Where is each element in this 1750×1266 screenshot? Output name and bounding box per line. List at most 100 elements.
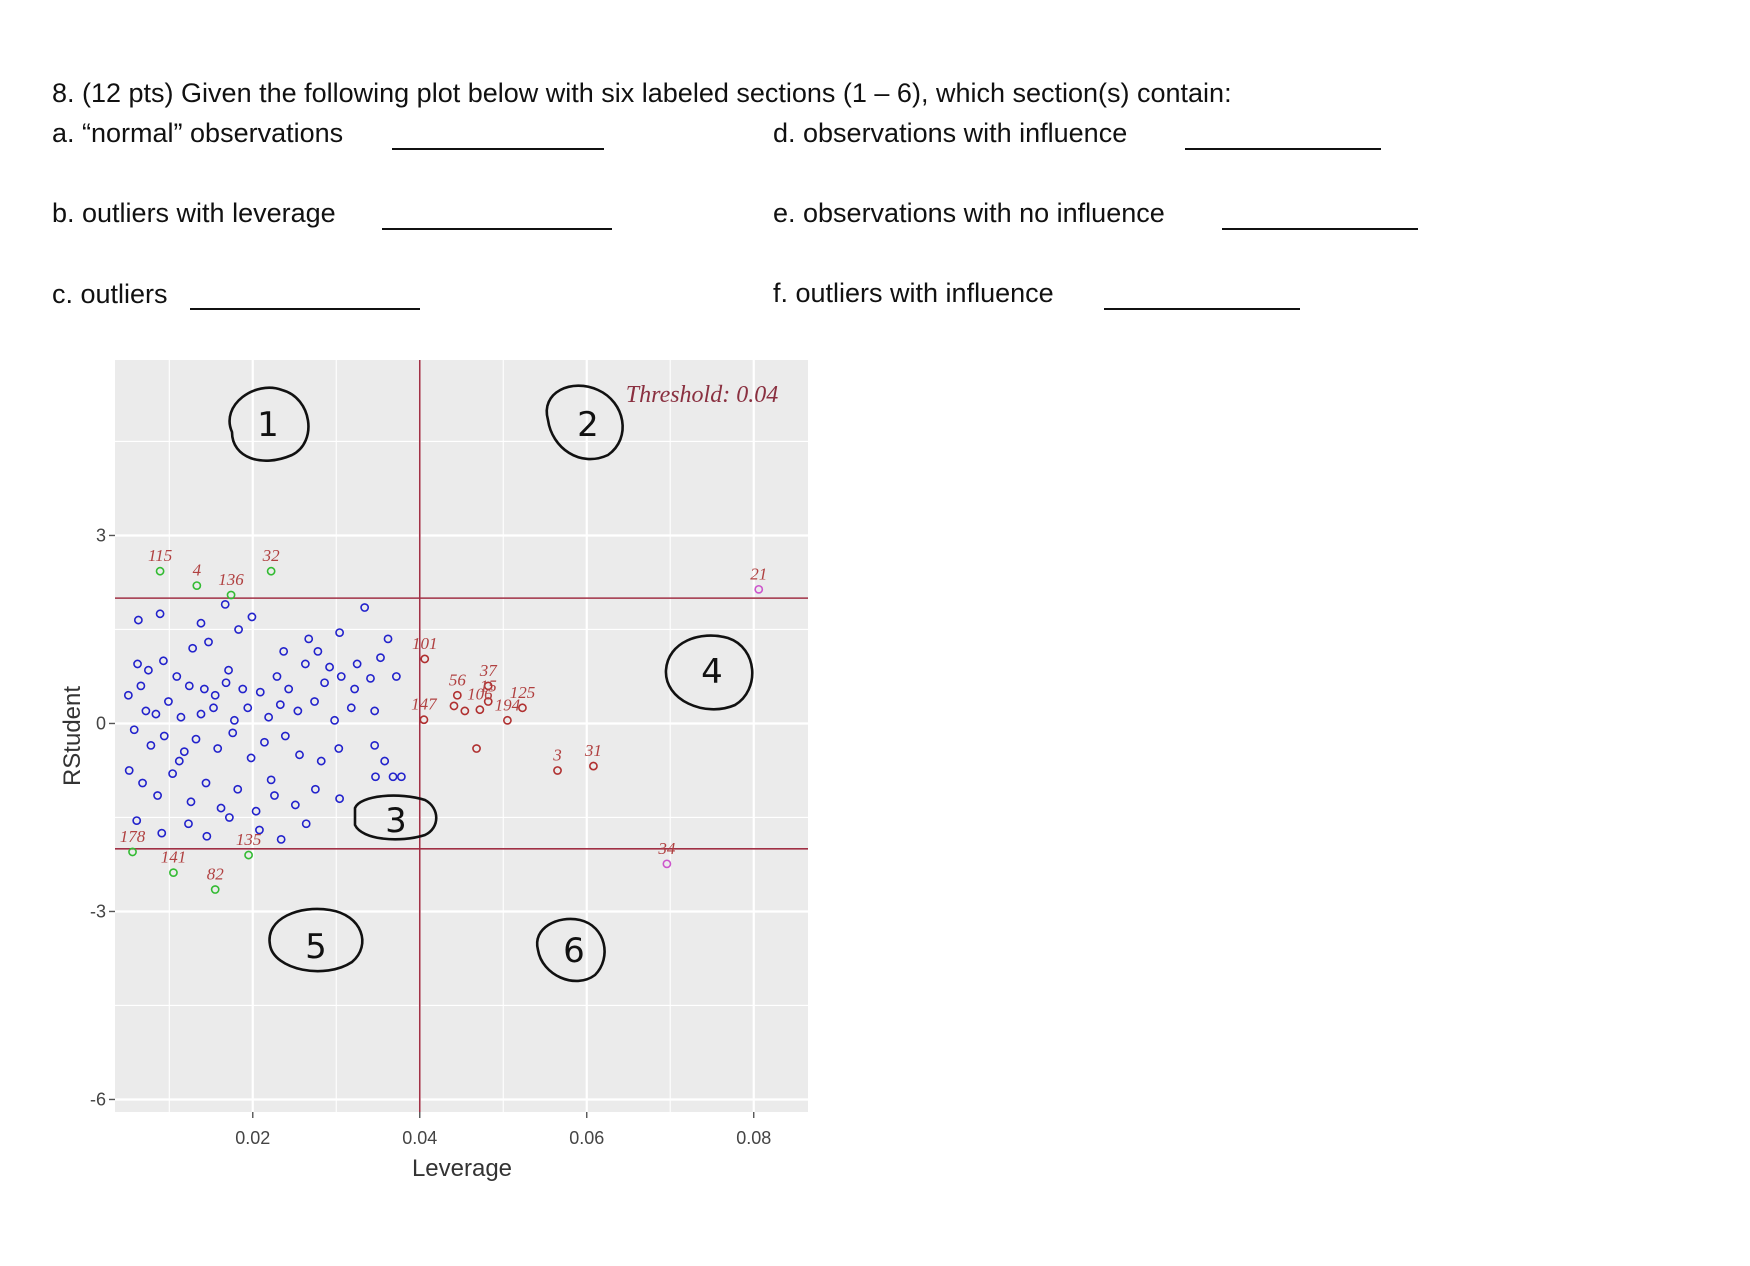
question-header: 8. (12 pts) Given the following plot bel… <box>52 78 1232 108</box>
svg-text:6: 6 <box>563 931 585 971</box>
item-e-answer-blank[interactable] <box>1222 228 1418 230</box>
normal-point <box>243 703 253 713</box>
point-label: 31 <box>584 741 602 760</box>
normal-point <box>276 835 286 844</box>
normal-point <box>346 703 356 713</box>
normal-point <box>164 697 173 706</box>
normal-point <box>224 665 233 675</box>
leverage-point <box>553 766 562 775</box>
svg-text:1: 1 <box>257 405 279 445</box>
normal-point <box>316 756 326 766</box>
normal-point <box>270 791 279 800</box>
normal-point <box>201 778 211 788</box>
normal-point <box>376 653 385 663</box>
normal-point <box>196 618 206 628</box>
section-1-annotation: 1 <box>228 386 310 462</box>
item-c-label: c. outliers <box>52 279 168 309</box>
point-label: 141 <box>161 848 187 867</box>
item-f-label: f. outliers with influence <box>773 278 1054 308</box>
item-d-answer-blank[interactable] <box>1185 148 1381 150</box>
item-b-answer-blank[interactable] <box>382 228 612 230</box>
normal-point <box>159 656 168 666</box>
normal-point <box>184 819 193 829</box>
normal-point <box>350 684 360 694</box>
plot-panel <box>115 360 808 1112</box>
normal-point <box>371 772 380 782</box>
normal-point <box>272 672 282 681</box>
normal-point <box>132 816 142 825</box>
point-label: 82 <box>207 865 225 884</box>
normal-point <box>313 647 323 656</box>
point-label: 194 <box>495 695 521 714</box>
item-f-answer-blank[interactable] <box>1104 308 1300 310</box>
outlier-point <box>210 885 220 894</box>
svg-text:2: 2 <box>577 405 599 445</box>
point-label: 135 <box>236 830 262 849</box>
normal-point <box>255 687 265 697</box>
x-tick-label: 0.06 <box>569 1128 604 1148</box>
normal-point <box>293 706 303 716</box>
point-label: 15 <box>480 677 497 696</box>
section-5-annotation: 5 <box>268 907 364 973</box>
normal-point <box>266 775 276 785</box>
point-label: 101 <box>412 634 438 653</box>
normal-point <box>380 756 390 766</box>
normal-point <box>124 766 134 775</box>
svg-text:3: 3 <box>385 801 407 841</box>
normal-point <box>264 712 274 722</box>
normal-point <box>202 831 212 841</box>
normal-point <box>191 734 201 744</box>
normal-point <box>123 690 133 700</box>
leverage-point <box>483 681 493 691</box>
normal-point <box>229 715 239 725</box>
leverage-point <box>518 703 527 713</box>
normal-point <box>204 637 213 647</box>
normal-point <box>153 791 162 800</box>
normal-point <box>168 769 178 778</box>
point-label: 106 <box>467 685 493 704</box>
normal-point <box>209 703 218 713</box>
normal-point <box>224 813 234 822</box>
y-tick-label: -3 <box>90 901 106 921</box>
leverage-point <box>449 701 459 711</box>
leverage-point <box>475 705 485 715</box>
normal-point <box>388 772 398 782</box>
normal-point <box>360 603 370 612</box>
outlier-point <box>266 566 276 576</box>
normal-point <box>220 600 230 609</box>
svg-text:5: 5 <box>305 927 327 967</box>
outlier-point <box>226 590 236 600</box>
point-label: 56 <box>449 670 467 689</box>
outlier-point <box>244 850 253 860</box>
normal-point <box>391 672 401 681</box>
item-a-answer-blank[interactable] <box>392 148 604 150</box>
normal-point <box>290 800 300 810</box>
normal-point <box>280 731 290 741</box>
section-3-annotation: 3 <box>353 794 438 841</box>
normal-point <box>184 681 194 691</box>
normal-point <box>141 706 151 716</box>
outlier-point <box>169 868 178 878</box>
normal-point <box>279 647 289 656</box>
normal-point <box>136 681 146 691</box>
handwritten-annotations: 1 2 3 4 5 6 <box>228 384 754 983</box>
item-d-label: d. observations with influence <box>773 118 1128 148</box>
leverage-point <box>483 697 493 706</box>
normal-point <box>157 828 167 838</box>
item-c-answer-blank[interactable] <box>190 308 420 310</box>
normal-point <box>174 756 184 766</box>
y-tick-label: -6 <box>90 1089 106 1109</box>
point-labels: 115 4 136 32 178 141 82 135 101 147 37 561061519412… <box>120 546 767 883</box>
outlier-point <box>192 581 202 590</box>
normal-point <box>255 825 264 835</box>
point-label: 32 <box>262 546 281 565</box>
point-label: 3 <box>552 745 562 764</box>
normal-point <box>335 628 344 637</box>
leverage-point <box>420 654 430 664</box>
normal-point <box>275 700 285 710</box>
axes: 0.02 0.04 0.06 0.08 3 0 -3 -6 <box>90 525 771 1148</box>
normal-point <box>179 747 189 757</box>
normal-point <box>233 784 243 794</box>
item-e-label: e. observations with no influence <box>773 198 1165 228</box>
normal-point <box>325 662 334 672</box>
